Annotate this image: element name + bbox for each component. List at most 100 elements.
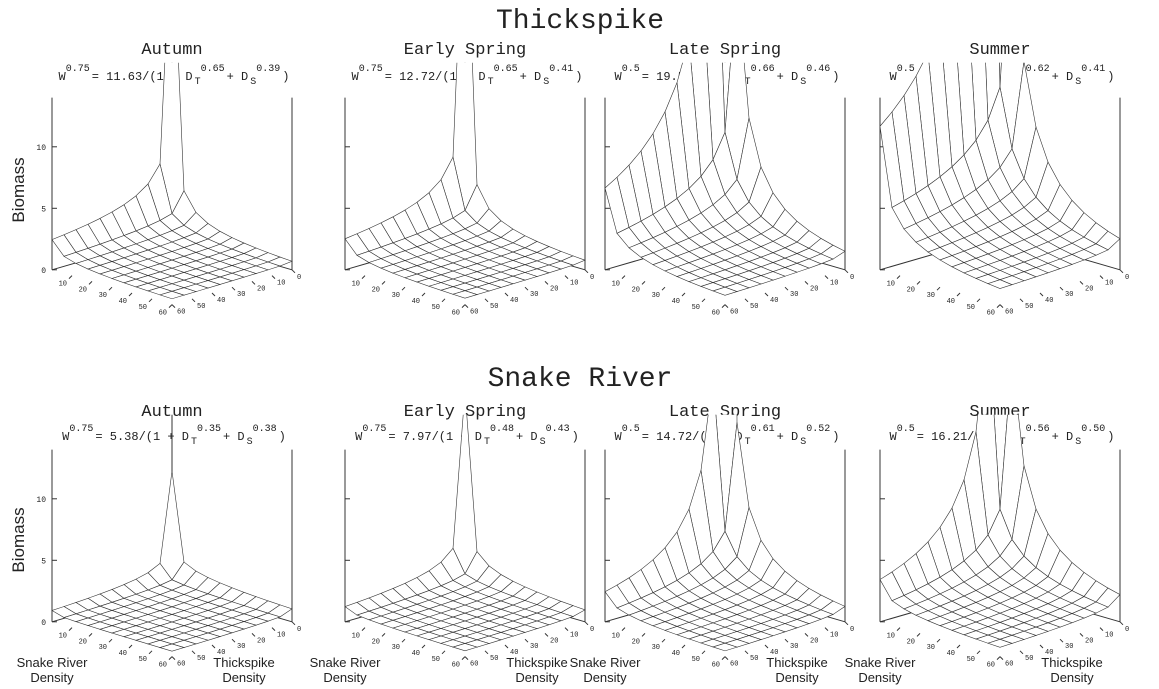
equation-part: 0.48	[490, 424, 514, 435]
y-tick-label: 0	[1125, 626, 1129, 634]
equation-part: 0.41	[1081, 64, 1105, 75]
y-axis-label: Thickspike	[213, 655, 274, 670]
x-tick-label: 10	[59, 633, 67, 641]
surface-cell	[987, 279, 1013, 289]
x-tick	[128, 292, 133, 297]
y-tick-label: 50	[197, 655, 205, 663]
equation: W0.75= 5.38/(1 + D T0.35+ D S0.38)	[62, 424, 286, 448]
x-tick-label: 40	[119, 298, 127, 306]
panel-title: Autumn	[141, 403, 202, 422]
x-tick-label: 10	[352, 633, 360, 641]
y-tick-label: 60	[1005, 309, 1013, 317]
surface-cell	[158, 643, 186, 652]
x-tick-label: 20	[79, 638, 87, 646]
equation-part: )	[279, 430, 286, 444]
y-tick-label: 60	[730, 661, 738, 669]
z-tick-label: 10	[36, 496, 46, 505]
y-tick-label: 30	[1065, 643, 1073, 651]
equation-part: W	[59, 70, 67, 84]
y-axis-label: Density	[515, 670, 559, 685]
x-axis-label: Snake River	[17, 655, 88, 670]
x-tick	[108, 286, 113, 291]
y-tick-label: 0	[297, 274, 301, 282]
surface-cell	[712, 642, 738, 652]
y-tick	[1019, 650, 1024, 655]
y-tick-label: 50	[1025, 303, 1033, 311]
y-tick	[744, 650, 749, 655]
x-tick	[681, 292, 686, 297]
panel-title: Early Spring	[404, 403, 526, 422]
y-tick	[724, 304, 729, 308]
y-tick-label: 20	[810, 285, 818, 293]
y-tick	[1039, 292, 1044, 297]
equation-part: S	[540, 437, 546, 448]
group-title: Snake River	[488, 364, 673, 395]
x-axis-label: Snake River	[310, 655, 381, 670]
equation-part: S	[800, 77, 806, 88]
equation-part: 0.65	[201, 64, 225, 75]
equation-part: S	[1075, 77, 1081, 88]
group-title: Thickspike	[496, 6, 664, 37]
panel: Autumn W0.75= 5.38/(1 + D T0.35+ D S0.38) 0 5…	[17, 403, 302, 685]
y-tick-label: 40	[510, 649, 518, 657]
x-tick-label: 50	[432, 656, 440, 664]
equation-part: W	[355, 430, 363, 444]
x-tick-label: 30	[652, 292, 660, 300]
x-tick-label: 20	[372, 286, 380, 294]
equation-part: + D	[520, 70, 542, 84]
x-tick	[361, 627, 366, 631]
panel-title: Late Spring	[669, 403, 781, 422]
y-tick-label: 20	[550, 637, 558, 645]
y-tick	[504, 292, 509, 297]
equation-part: 0.75	[362, 424, 386, 435]
y-tick-label: 40	[770, 649, 778, 657]
y-tick-label: 20	[257, 285, 265, 293]
equation-part: )	[832, 70, 839, 84]
panel-title: Early Spring	[404, 41, 526, 60]
equation-part: 0.35	[197, 424, 221, 435]
y-tick-label: 50	[750, 303, 758, 311]
x-tick	[721, 304, 726, 308]
x-tick	[88, 633, 93, 637]
x-tick-label: 50	[692, 304, 700, 312]
y-tick-label: 30	[790, 643, 798, 651]
y-tick	[804, 633, 809, 637]
x-tick	[896, 275, 901, 279]
y-tick	[784, 286, 789, 291]
y-tick-label: 40	[217, 297, 225, 305]
y-tick	[211, 644, 216, 649]
equation-part: 0.5	[622, 424, 640, 435]
panel-title: Late Spring	[669, 41, 781, 60]
x-axis-label: Snake River	[845, 655, 916, 670]
y-tick-label: 60	[177, 661, 185, 669]
equation-part: + D	[1052, 430, 1074, 444]
y-tick-label: 30	[530, 291, 538, 299]
x-tick	[461, 304, 466, 308]
y-axis-label: Density	[222, 670, 266, 685]
surface-cell	[712, 286, 738, 296]
y-tick-label: 40	[1045, 297, 1053, 305]
y-tick	[524, 286, 529, 291]
x-tick	[108, 638, 113, 643]
x-tick-label: 10	[612, 281, 620, 289]
y-tick-label: 60	[730, 309, 738, 317]
x-tick-label: 20	[632, 638, 640, 646]
equation-part: 0.56	[1026, 424, 1050, 435]
z-tick-label: 5	[41, 557, 46, 566]
surface	[604, 414, 846, 652]
surface-cell	[159, 470, 185, 581]
y-tick	[564, 627, 569, 631]
equation-part: = 5.38/(1 + D	[95, 430, 189, 444]
panel-title: Summer	[969, 41, 1030, 60]
equation-part: 0.75	[359, 64, 383, 75]
y-tick-label: 10	[830, 280, 838, 288]
x-tick	[421, 292, 426, 297]
x-tick-label: 40	[412, 650, 420, 658]
x-tick-label: 40	[119, 650, 127, 658]
y-tick-label: 50	[1025, 655, 1033, 663]
y-tick	[231, 286, 236, 291]
equation-part: T	[1020, 437, 1026, 448]
equation-part: T	[484, 437, 490, 448]
equation-part: T	[195, 77, 201, 88]
